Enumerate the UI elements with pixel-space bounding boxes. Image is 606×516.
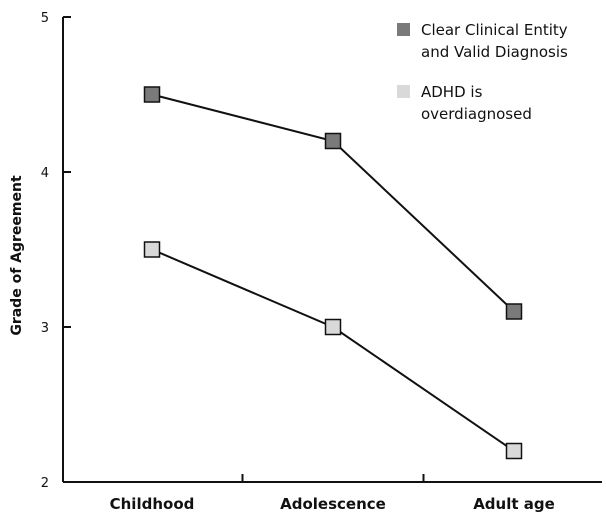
series-1-point — [324, 132, 342, 150]
legend-swatch-1 — [397, 23, 410, 36]
y-tick-label: 3 — [41, 321, 49, 336]
series-1-point — [143, 86, 161, 103]
legend-label-2: overdiagnosed — [421, 105, 532, 123]
legend-swatch-2 — [397, 85, 410, 98]
legend-label-1: and Valid Diagnosis — [421, 43, 568, 61]
legend-label-1: Clear Clinical Entity — [421, 21, 568, 39]
y-tick-label: 2 — [41, 476, 49, 491]
y-tick-label: 5 — [41, 11, 49, 26]
series-line-2 — [151, 248, 515, 452]
series-2-point — [505, 442, 523, 460]
legend: Clear Clinical Entity and Valid Diagnosis… — [397, 21, 568, 123]
legend-label-2: ADHD is — [421, 83, 483, 101]
series-line-1 — [151, 93, 515, 313]
axes: 2 3 4 5 Childhood Adolescence Adult age Grade o… — [9, 11, 602, 513]
y-axis-title: Grade of Agreement — [9, 175, 25, 336]
x-tick-label: Adolescence — [280, 495, 386, 513]
x-tick-label: Adult age — [473, 495, 555, 513]
y-tick-label: 4 — [41, 166, 49, 181]
series-2-point — [324, 318, 342, 336]
series-1-point — [505, 303, 523, 320]
series-layer — [143, 86, 523, 460]
series-2-point — [143, 241, 161, 258]
x-tick-label: Childhood — [110, 495, 195, 513]
